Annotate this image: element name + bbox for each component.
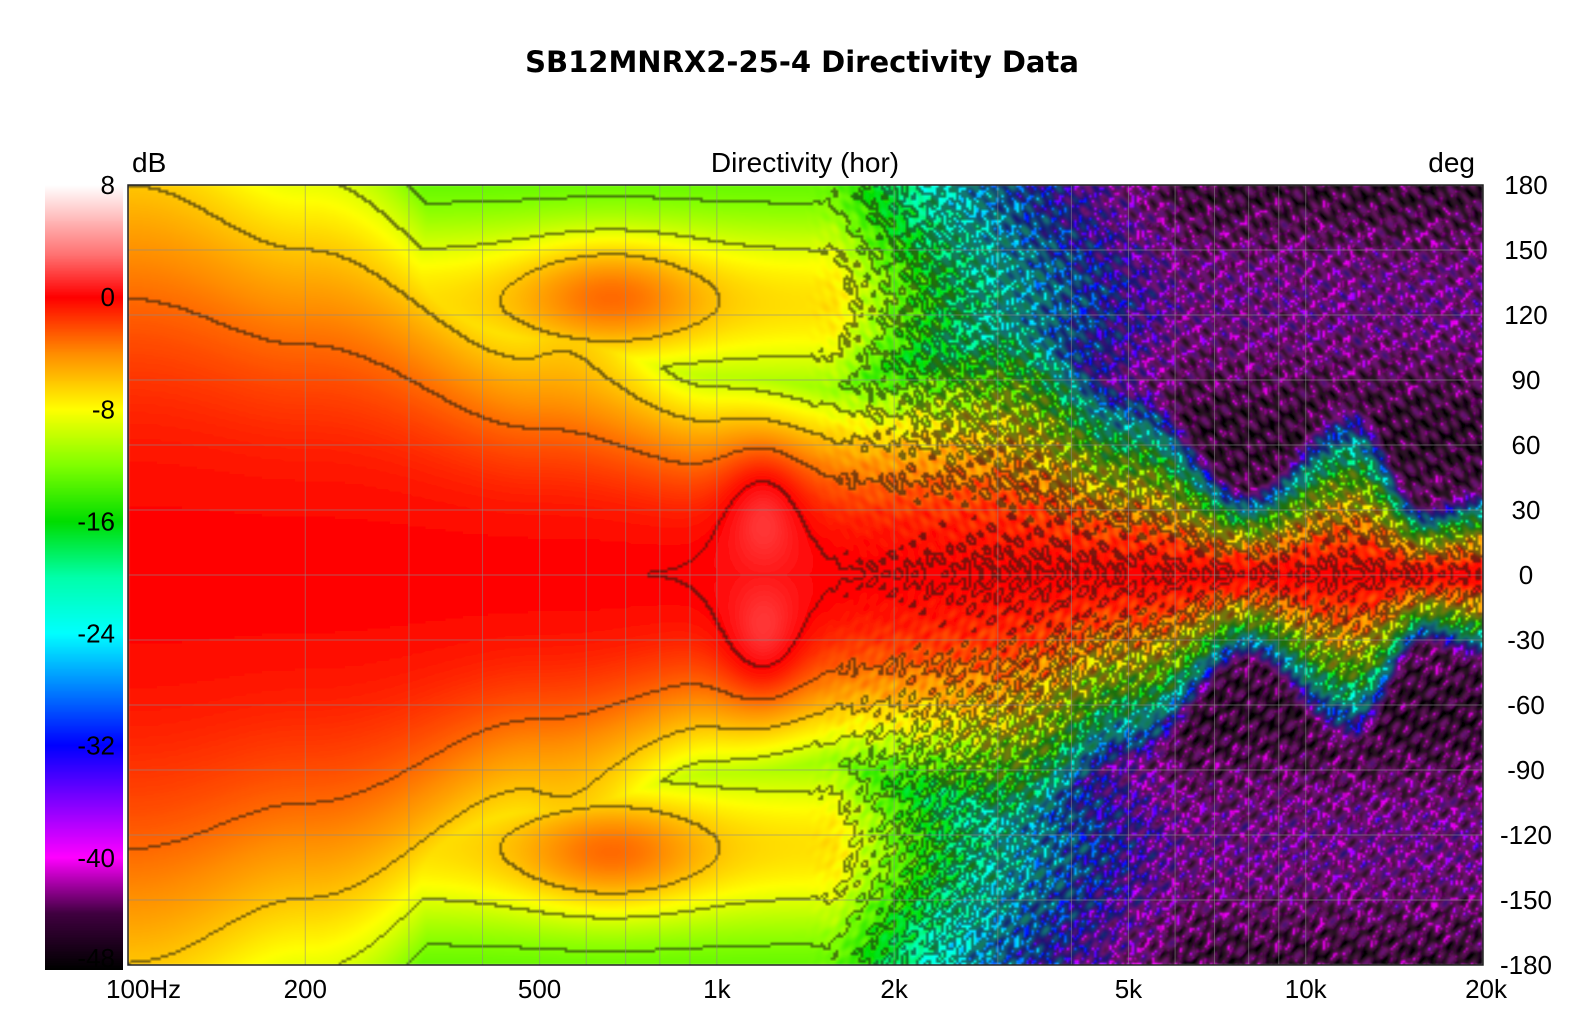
x-tick-10k: 10k <box>1285 974 1328 1004</box>
gridlines <box>128 184 1483 966</box>
colorbar-tick--24: -24 <box>77 619 115 649</box>
colorbar-tick-8: 8 <box>101 170 115 200</box>
colorbar-tick-labels: 8 0 -8 -16 -24 -32 -40 -48 <box>77 170 115 973</box>
x-tick-100Hz: 100Hz <box>106 974 181 1004</box>
y-tick-60: 60 <box>1512 430 1541 460</box>
x-tick-5k: 5k <box>1115 974 1143 1004</box>
y-tick--150: -150 <box>1500 885 1552 915</box>
y-tick--30: -30 <box>1507 625 1545 655</box>
colorbar-tick-0: 0 <box>101 282 115 312</box>
y-tick--60: -60 <box>1507 690 1545 720</box>
colorbar-tick--48: -48 <box>77 943 115 973</box>
y-tick-0: 0 <box>1519 560 1533 590</box>
colorbar-gradient <box>45 185 123 970</box>
chart-title: SB12MNRX2-25-4 Directivity Data <box>525 45 1079 79</box>
colorbar-tick--8: -8 <box>92 394 115 424</box>
colorbar-unit-label: dB <box>132 147 166 178</box>
x-axis-tick-labels: 100Hz 200 500 1k 2k 5k 10k 20k <box>106 974 1508 1004</box>
x-tick-20k: 20k <box>1465 974 1508 1004</box>
yaxis-unit-label: deg <box>1428 147 1475 178</box>
plot-frame <box>127 184 1484 966</box>
y-tick-150: 150 <box>1504 235 1547 265</box>
y-tick--180: -180 <box>1500 950 1552 980</box>
colorbar-tick--16: -16 <box>77 506 115 536</box>
colorbar-tick--40: -40 <box>77 843 115 873</box>
y-tick-90: 90 <box>1512 365 1541 395</box>
colorbar-tick--32: -32 <box>77 731 115 761</box>
y-tick--120: -120 <box>1500 820 1552 850</box>
y-tick--90: -90 <box>1507 755 1545 785</box>
x-tick-500: 500 <box>518 974 561 1004</box>
y-tick-30: 30 <box>1512 495 1541 525</box>
x-tick-200: 200 <box>284 974 327 1004</box>
y-tick-180: 180 <box>1504 170 1547 200</box>
x-tick-2k: 2k <box>880 974 908 1004</box>
y-tick-120: 120 <box>1504 300 1547 330</box>
y-axis-tick-labels: 180 150 120 90 60 30 0 -30 -60 -90 -120 -150 -180 <box>1500 170 1552 980</box>
x-tick-1k: 1k <box>703 974 731 1004</box>
chart-subtitle: Directivity (hor) <box>711 147 899 178</box>
